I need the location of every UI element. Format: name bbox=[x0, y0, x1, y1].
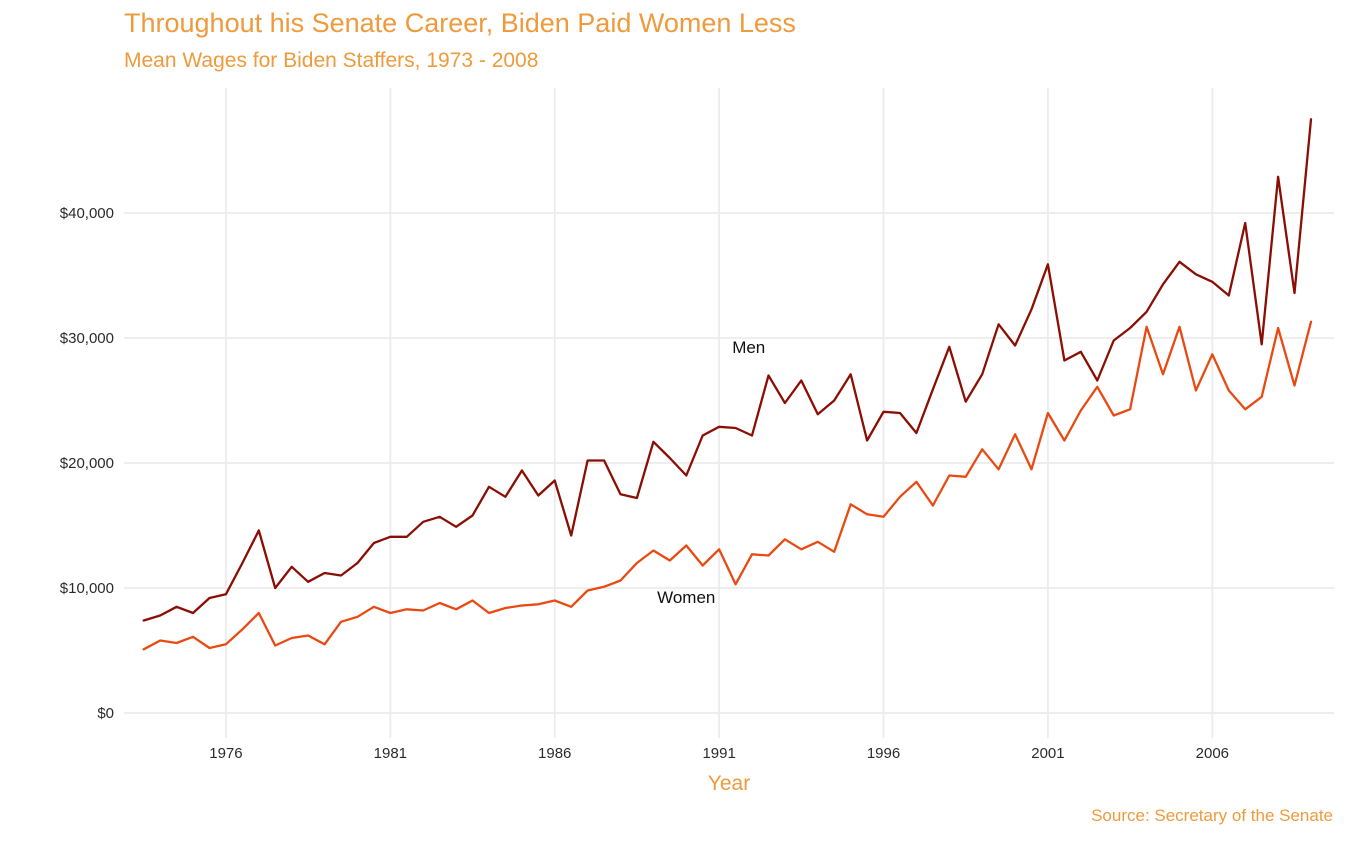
series-lines bbox=[142, 118, 1313, 651]
chart-subtitle: Mean Wages for Biden Staffers, 1973 - 20… bbox=[124, 49, 539, 72]
chart-caption: Source: Secretary of the Senate bbox=[1091, 806, 1333, 825]
y-axis-ticks: $0 $10,000 $20,000 $30,000 $40,000 bbox=[60, 205, 114, 722]
annotation-men: Men bbox=[732, 338, 765, 357]
x-tick-label: 1986 bbox=[538, 745, 571, 762]
y-tick-label: $20,000 bbox=[60, 455, 114, 472]
y-tick-label: $30,000 bbox=[60, 330, 114, 347]
x-axis-label: Year bbox=[708, 772, 750, 795]
x-tick-label: 2006 bbox=[1196, 745, 1229, 762]
x-tick-label: 1996 bbox=[867, 745, 900, 762]
series-annotations: Men Women bbox=[657, 338, 765, 607]
gridlines bbox=[124, 88, 1334, 738]
y-tick-label: $40,000 bbox=[60, 205, 114, 222]
x-tick-label: 1991 bbox=[702, 745, 735, 762]
chart-title: Throughout his Senate Career, Biden Paid… bbox=[124, 8, 796, 38]
x-axis-ticks: 1976 1981 1986 1991 1996 2001 2006 bbox=[209, 745, 1229, 762]
series-line-men bbox=[142, 118, 1313, 622]
series-line-women bbox=[142, 320, 1313, 651]
annotation-women: Women bbox=[657, 588, 715, 607]
y-tick-label: $0 bbox=[97, 705, 114, 722]
x-tick-label: 1976 bbox=[209, 745, 242, 762]
x-tick-label: 2001 bbox=[1031, 745, 1064, 762]
y-tick-label: $10,000 bbox=[60, 580, 114, 597]
x-tick-label: 1981 bbox=[374, 745, 407, 762]
